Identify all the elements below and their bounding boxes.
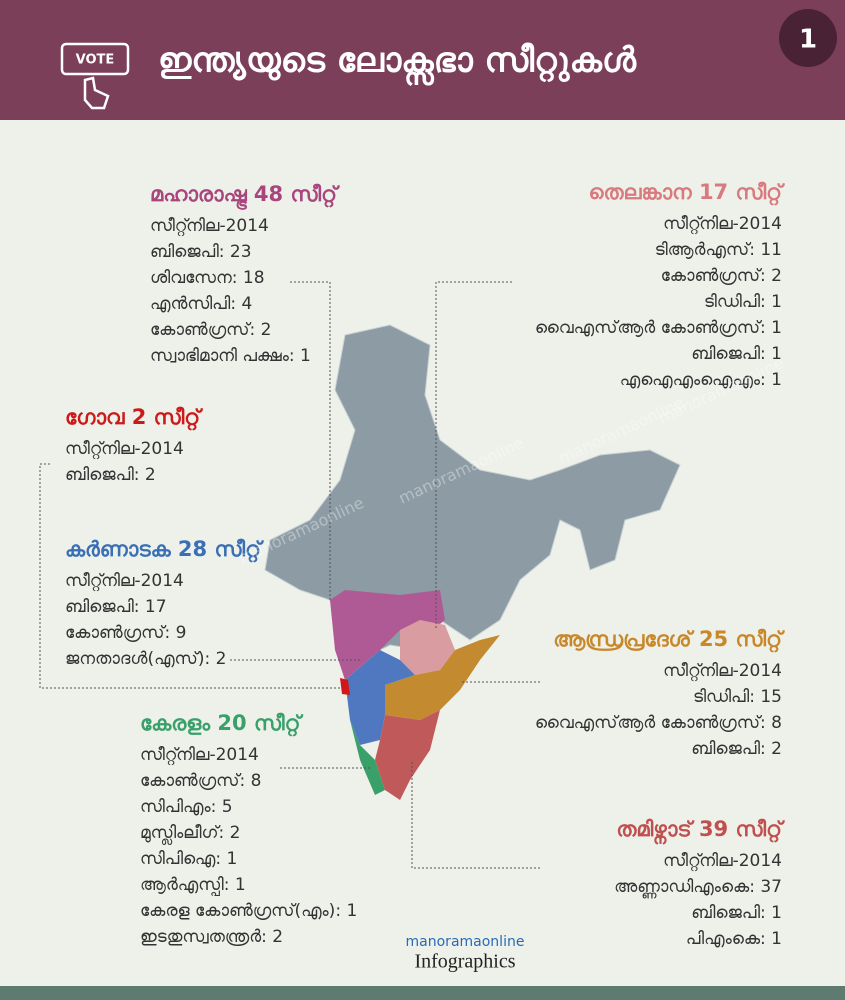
seat-line: സീറ്റ്നില-2014 xyxy=(65,439,184,459)
page-badge xyxy=(779,9,837,67)
seat-line: സീറ്റ്നില-2014 xyxy=(663,851,782,871)
map xyxy=(264,324,681,800)
seat-line: വൈഎസ്ആർ കോൺഗ്രസ്: 1 xyxy=(535,318,782,338)
footer-bar xyxy=(0,986,845,1000)
seat-line: ആർഎസ്പി: 1 xyxy=(140,875,246,898)
vote-label: VOTE xyxy=(76,53,115,68)
state-title: തെലങ്കാന 17 സീറ്റ് xyxy=(588,180,785,206)
state-title: തമിഴ്നാട് 39 സീറ്റ് xyxy=(616,817,785,846)
seat-line: സ്വാഭിമാനി പക്ഷം: 1 xyxy=(150,346,311,366)
seat-line: ബിജെപി: 17 xyxy=(65,597,167,617)
state-title: ഗോവ 2 സീറ്റ് xyxy=(65,405,203,431)
logo-product: Infographics xyxy=(414,951,515,973)
seat-line: കേരള കോൺഗ്രസ്(എം): 1 xyxy=(140,901,357,921)
telangana xyxy=(400,620,455,675)
seat-line: ബിജെപി: 2 xyxy=(65,465,156,485)
watermark: manoramaonline xyxy=(656,353,787,428)
seat-line: ശിവസേന: 18 xyxy=(150,268,265,288)
seat-line: ഇടതുസ്വതന്ത്രർ: 2 xyxy=(140,927,283,947)
seat-line: വൈഎസ്ആർ കോൺഗ്രസ്: 8 xyxy=(535,713,782,733)
seat-line: കോൺഗ്രസ്: 9 xyxy=(65,623,186,643)
seat-line: ബിജെപി: 23 xyxy=(150,242,252,262)
seat-line: സീറ്റ്നില-2014 xyxy=(663,661,782,681)
seat-line: എൻസിപി: 4 xyxy=(150,294,252,314)
seat-line: പിഎംകെ: 1 xyxy=(686,929,782,949)
seat-line: ടിഡിപി: 1 xyxy=(704,292,782,312)
page-number: 1 xyxy=(799,25,817,55)
seat-line: കോൺഗ്രസ്: 8 xyxy=(140,771,261,791)
seat-line: സിപിഎം: 5 xyxy=(140,797,233,817)
seat-line: ടിഡിപി: 15 xyxy=(693,687,782,707)
seat-line: സീറ്റ്നില-2014 xyxy=(140,745,259,765)
seat-line: സിപിഐ: 1 xyxy=(140,849,237,869)
logo-brand: manoramaonline xyxy=(406,934,525,950)
andhra-pradesh xyxy=(385,635,500,720)
seat-line: സീറ്റ്നില-2014 xyxy=(65,571,184,591)
state-title: കേരളം 20 സീറ്റ് xyxy=(140,711,304,737)
state-title: ആന്ധ്രപ്രദേശ് 25 സീറ്റ് xyxy=(553,627,785,653)
seat-line: മുസ്ലിംലീഗ്: 2 xyxy=(140,823,240,845)
seat-line: സീറ്റ്നില-2014 xyxy=(663,214,782,234)
india-outline xyxy=(264,324,681,661)
kerala xyxy=(350,720,385,795)
seat-line: ബിജെപി: 2 xyxy=(691,739,782,759)
seat-line: ടിആർഎസ്: 11 xyxy=(655,240,782,260)
seat-line: ബിജെപി: 1 xyxy=(691,903,782,923)
state-title: മഹാരാഷ്ട്ര 48 സീറ്റ് xyxy=(150,182,340,210)
header-bar xyxy=(0,0,845,120)
seat-line: കോൺഗ്രസ്: 2 xyxy=(661,266,782,286)
seat-line: ബിജെപി: 1 xyxy=(691,344,782,364)
seat-line: സീറ്റ്നില-2014 xyxy=(150,216,269,236)
hand-icon xyxy=(83,76,110,110)
karnataka xyxy=(345,650,415,745)
maharashtra xyxy=(330,590,445,680)
goa xyxy=(340,678,350,695)
tamil-nadu xyxy=(375,710,440,800)
seat-line: ജനതാദൾ(എസ്): 2 xyxy=(65,649,226,669)
connectors xyxy=(39,281,540,869)
seat-line: കോൺഗ്രസ്: 2 xyxy=(150,320,271,340)
seat-line: അണ്ണാഡിഎംകെ: 37 xyxy=(614,877,782,900)
seat-line: എഐഎംഐഎം: 1 xyxy=(620,370,782,390)
page-title: ഇന്ത്യയുടെ ലോക്സഭാ സീറ്റുകൾ xyxy=(158,41,637,86)
state-title: കർണാടക 28 സീറ്റ് xyxy=(65,537,264,563)
vote-icon xyxy=(60,42,130,76)
